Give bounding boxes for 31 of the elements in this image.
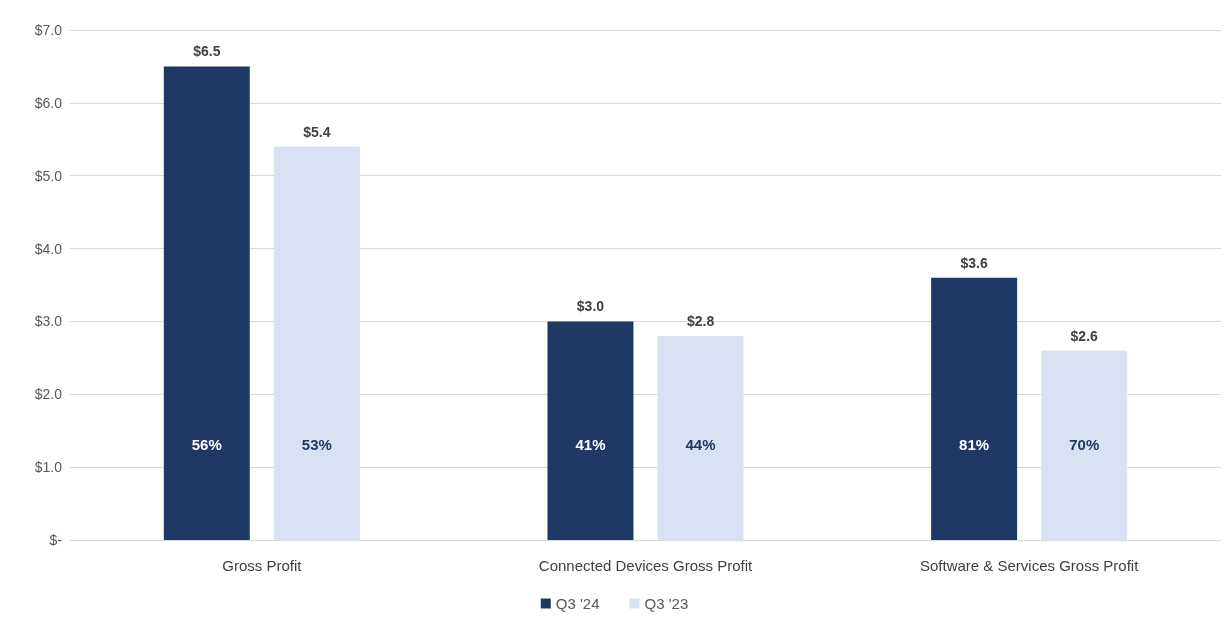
- y-tick-label: $2.0: [34, 386, 63, 403]
- data-label: $6.5: [193, 43, 221, 60]
- data-label: $3.6: [960, 254, 988, 271]
- data-label: $2.6: [1070, 327, 1099, 344]
- legend-label: Q3 '23: [644, 595, 689, 612]
- y-tick-label: $7.0: [34, 22, 63, 38]
- bar: [657, 336, 744, 540]
- x-tick-label: Gross Profit: [222, 557, 303, 574]
- y-tick-label: $5.0: [34, 167, 63, 184]
- bar: [547, 321, 634, 540]
- y-tick-label: $6.0: [34, 94, 63, 111]
- x-tick-label: Software & Services Gross Profit: [919, 557, 1140, 574]
- data-label: $5.4: [303, 123, 331, 140]
- data-label: $2.8: [686, 313, 715, 329]
- legend-label: Q3 '24: [555, 595, 600, 612]
- annotation: 81%: [959, 435, 990, 453]
- annotation: 70%: [1069, 435, 1100, 453]
- annotation: 53%: [301, 435, 332, 453]
- y-tick-label: $3.0: [34, 313, 63, 330]
- annotation: 44%: [685, 435, 716, 453]
- data-label: $3.0: [576, 298, 605, 315]
- x-tick-label: Connected Devices Gross Profit: [538, 557, 754, 574]
- bar: [931, 277, 1018, 540]
- annotation: 41%: [575, 435, 606, 453]
- y-tick-label: $1.0: [34, 459, 63, 476]
- annotation: 56%: [191, 435, 222, 453]
- y-tick-label: $4.0: [34, 240, 63, 257]
- bar: [1041, 350, 1128, 540]
- y-tick-label: $-: [49, 532, 63, 548]
- bar: [163, 66, 250, 540]
- bar: [273, 146, 360, 540]
